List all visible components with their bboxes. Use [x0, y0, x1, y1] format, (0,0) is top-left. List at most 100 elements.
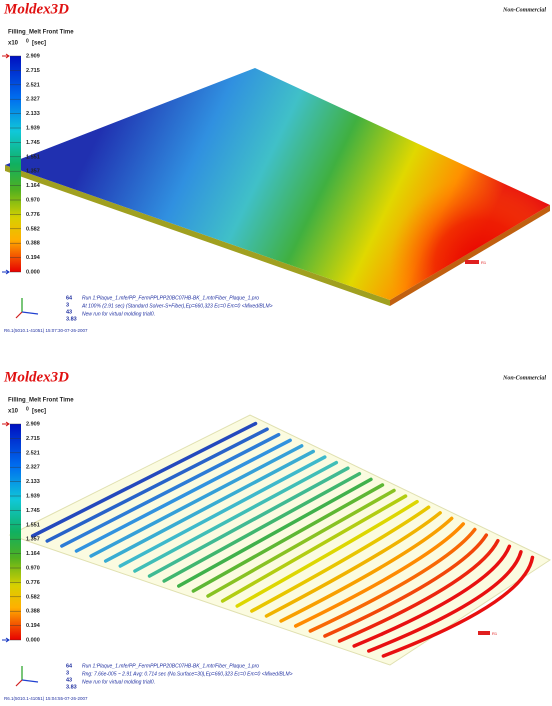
colorbar-label: 2.521	[26, 82, 40, 88]
flow-front-contour	[337, 538, 500, 643]
flow-front-contour	[74, 438, 292, 553]
info-number: 64	[66, 295, 73, 301]
colorbar-label: 1.551	[26, 154, 40, 160]
info-line: Run 1:Plaque_1.mfe/PP_FermPPLPP20BC07HB-…	[82, 295, 259, 301]
colorbar-label: 0.582	[26, 226, 40, 232]
flow-front-contour	[133, 460, 339, 573]
timestamp: R6.1(5010.1-41051) 15:04:55-07-26-2007	[4, 696, 88, 701]
colorbar-label: 0.194	[26, 623, 41, 629]
plate-side	[390, 205, 550, 306]
min-marker	[2, 269, 10, 275]
axis-triad	[15, 311, 23, 319]
gate-label: R1	[481, 260, 487, 265]
flow-front-contour	[89, 444, 304, 558]
colorbar-label: 1.745	[26, 140, 40, 146]
gate	[465, 260, 479, 264]
colorbar-label: 0.776	[26, 212, 40, 218]
colorbar-label: 0.970	[26, 197, 40, 203]
logo: Moldex3D	[3, 1, 69, 17]
colorbar-label: 0.970	[26, 565, 40, 571]
info-number: 43	[66, 309, 72, 315]
info-line: At 100% (2.91 sec) (Standard Solver-S+Fi…	[81, 303, 273, 309]
flow-front-contour	[352, 544, 512, 648]
colorbar-label: 2.327	[26, 465, 40, 471]
colorbar-label: 1.939	[26, 125, 40, 131]
info-number: 3	[66, 302, 69, 308]
colorbar-label: 0.000	[26, 637, 40, 643]
axis-triad	[15, 679, 23, 687]
colorbar-label: 2.133	[26, 111, 40, 117]
flow-front-contour	[279, 516, 454, 623]
info-number: 3.83	[66, 684, 77, 690]
colorbar-label: 0.388	[26, 609, 40, 615]
flow-front-contour	[147, 466, 350, 578]
colorbar-label: 1.164	[26, 183, 41, 189]
plate	[8, 414, 552, 666]
watermark: Non-Commercial	[502, 375, 546, 381]
colorbar-label: 1.164	[26, 551, 41, 557]
colorbar-label: 0.776	[26, 580, 40, 586]
axis-triad	[21, 679, 39, 683]
plate-side	[5, 165, 390, 306]
flow-front-contour	[367, 550, 523, 653]
flow-front-contour	[45, 427, 269, 543]
colorbar-label: 0.582	[26, 594, 40, 600]
melt-front-hot	[5, 68, 550, 300]
gate-label: R1	[492, 631, 498, 636]
scale-prefix: x10	[8, 409, 19, 415]
colorbar-label: 0.388	[26, 241, 40, 247]
colorbar-label: 2.133	[26, 479, 40, 485]
colorbar-label: 1.551	[26, 522, 40, 528]
info-number: 3	[66, 670, 69, 676]
max-marker	[2, 421, 10, 427]
result-title: Filling_Melt Front Time	[8, 398, 74, 404]
colorbar-label: 2.715	[26, 436, 40, 442]
colorbar-label: 2.909	[26, 421, 40, 427]
min-marker	[2, 637, 10, 643]
scale-exponent: 0	[26, 38, 29, 44]
colorbar-label: 1.357	[26, 537, 40, 543]
colorbar-label: 1.357	[26, 169, 40, 175]
unit: [sec]	[32, 41, 46, 47]
scale-exponent: 0	[26, 406, 29, 412]
colorbar-label: 2.909	[26, 53, 40, 59]
colorbar-label: 1.745	[26, 508, 40, 514]
info-number: 43	[66, 677, 72, 683]
flow-front-contour	[206, 488, 396, 598]
colorbar-label: 1.939	[26, 493, 40, 499]
colorbar-label: 0.000	[26, 269, 40, 275]
flow-front-contour	[103, 449, 315, 563]
flow-front-contour	[381, 555, 535, 658]
max-marker	[2, 53, 10, 59]
watermark: Non-Commercial	[502, 7, 546, 13]
info-number: 3.83	[66, 316, 77, 322]
result-panel: Moldex3D Non-Commercial Filling_Melt Front…	[2, 369, 552, 701]
scale-prefix: x10	[8, 41, 19, 47]
flow-front-contour	[162, 472, 362, 583]
flow-front-contour	[118, 455, 327, 568]
info-line: Rng: 7.66e-005 ~ 2.91 Avg: 0.714 sec (No…	[82, 671, 293, 677]
flow-front-contour	[60, 432, 281, 548]
flow-front-contour	[323, 533, 489, 638]
result-title: Filling_Melt Front Time	[8, 30, 74, 36]
flow-front-contour	[191, 483, 385, 593]
info-line: Run 1:Plaque_1.mfe/PP_FermPPLPP20BC07HB-…	[82, 663, 259, 669]
result-panel: Moldex3D Non-Commercial Filling_Melt Front…	[2, 1, 550, 333]
flow-front-contour	[250, 505, 431, 613]
flow-front-contour	[308, 527, 477, 633]
info-line: New run for virtual molding trial0.	[82, 679, 155, 685]
colorbar-label: 2.715	[26, 68, 40, 74]
flow-front-contour	[264, 511, 442, 618]
flow-front-contour	[177, 477, 373, 588]
colorbar-label: 0.194	[26, 255, 41, 261]
info-line: New run for virtual molding trial0.	[82, 311, 155, 317]
colorbar-label: 2.521	[26, 450, 40, 456]
flow-front-contour	[235, 499, 419, 608]
colorbar	[10, 424, 21, 640]
colorbar-label: 2.327	[26, 97, 40, 103]
logo: Moldex3D	[3, 369, 69, 385]
info-number: 64	[66, 663, 73, 669]
gate	[478, 631, 490, 635]
axis-triad	[21, 311, 39, 315]
